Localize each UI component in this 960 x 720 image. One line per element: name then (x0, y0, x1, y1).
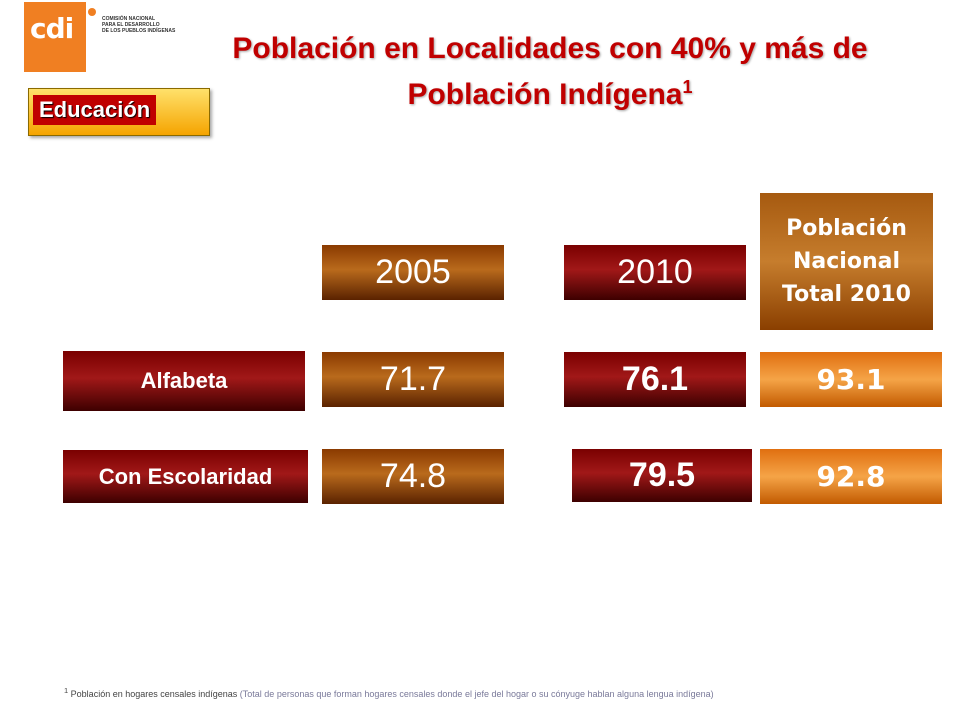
row-label-alfabeta: Alfabeta (63, 351, 305, 411)
section-label: Educación (33, 95, 157, 125)
row-label-con-escolaridad: Con Escolaridad (63, 450, 308, 503)
logo-text: COMISIÓN NACIONAL PARA EL DESARROLLO DE … (102, 16, 176, 34)
header-2005: 2005 (322, 245, 504, 300)
alfabeta-2005-value: 71.7 (322, 352, 504, 407)
escolaridad-national-value: 92.8 (760, 449, 942, 504)
logo-mark: cdi (24, 2, 86, 72)
footnote: 1 Población en hogares censales indígena… (64, 686, 714, 699)
title-line-2: Población Indígena1 (407, 77, 693, 111)
header-national-total: Población Nacional Total 2010 (760, 193, 933, 330)
alfabeta-2010-value: 76.1 (564, 352, 746, 407)
escolaridad-2010-value: 79.5 (572, 449, 752, 502)
alfabeta-national-value: 93.1 (760, 352, 942, 407)
cdi-logo: cdi COMISIÓN NACIONAL PARA EL DESARROLLO… (24, 2, 175, 72)
page-title: Población en Localidades con 40% y más d… (190, 30, 910, 114)
header-2010: 2010 (564, 245, 746, 300)
logo-dot (88, 8, 96, 16)
section-badge: Educación (28, 88, 210, 136)
escolaridad-2005-value: 74.8 (322, 449, 504, 504)
title-line-1: Población en Localidades con 40% y más d… (232, 32, 868, 65)
